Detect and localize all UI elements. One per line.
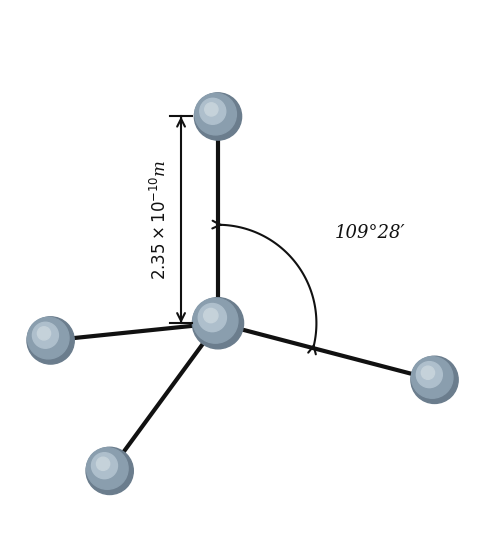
Circle shape [421,366,435,379]
Circle shape [195,93,237,135]
Circle shape [193,298,244,349]
Circle shape [86,447,133,494]
Circle shape [87,448,128,489]
Text: $2.35\times10^{-10}$m: $2.35\times10^{-10}$m [150,159,170,280]
Circle shape [195,93,242,140]
Circle shape [411,356,458,403]
Circle shape [416,362,443,387]
Circle shape [38,327,50,340]
Circle shape [198,304,226,332]
Circle shape [97,457,110,470]
Circle shape [27,317,69,359]
Circle shape [27,317,74,364]
Text: 109°28′: 109°28′ [335,224,405,242]
Circle shape [193,298,238,343]
Circle shape [32,322,58,348]
Circle shape [203,309,218,323]
Circle shape [411,357,453,398]
Circle shape [205,103,218,116]
Circle shape [92,453,117,479]
Circle shape [200,98,226,124]
